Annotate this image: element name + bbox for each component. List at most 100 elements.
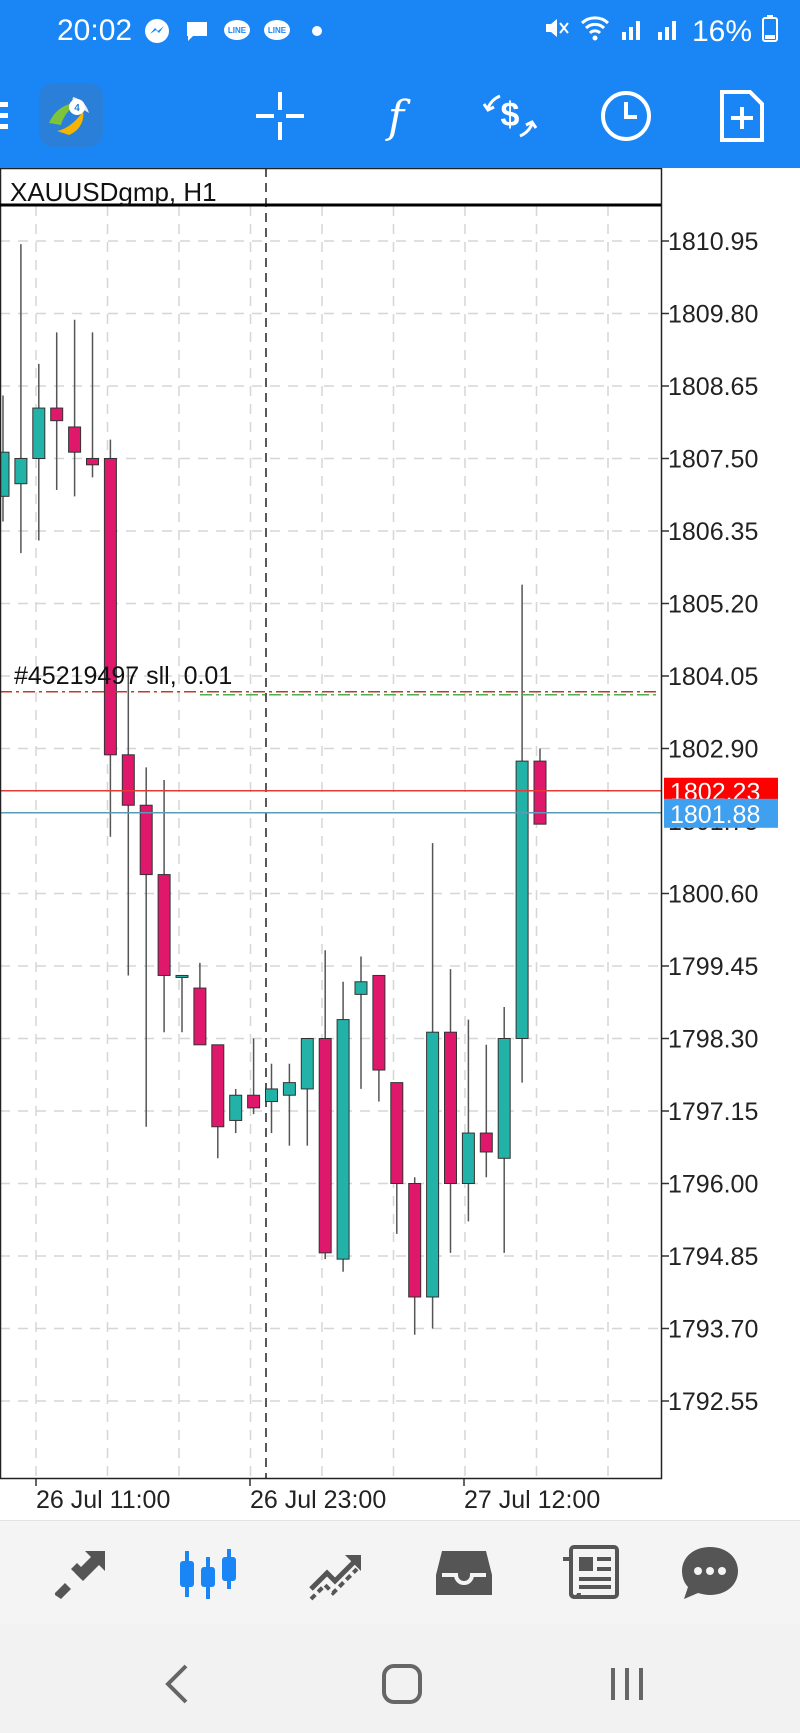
candle-bull xyxy=(497,1038,511,1159)
bottom-navigation xyxy=(0,1520,800,1625)
price-tick-label: 1799.45 xyxy=(668,953,758,981)
price-chart[interactable]: 1810.95 1809.80 1808.65 1807.50 1806.35 1805.… xyxy=(0,167,800,1520)
price-tick-label: 1793.70 xyxy=(668,1316,758,1344)
candle-bear xyxy=(408,1183,422,1298)
candle-bull xyxy=(265,1088,278,1103)
menu-icon[interactable] xyxy=(0,86,26,146)
candle-bull xyxy=(426,1031,440,1298)
price-tick-label: 1797.15 xyxy=(668,1098,758,1126)
candle-bear xyxy=(390,1082,404,1184)
toolbar: 4 f $ xyxy=(0,64,800,168)
messages-icon[interactable] xyxy=(674,1537,746,1609)
price-tick-label: 1796.00 xyxy=(668,1171,758,1199)
candle-bull xyxy=(461,1132,475,1185)
time-tick-label: 26 Jul 11:00 xyxy=(36,1486,170,1514)
candle-bear xyxy=(50,407,64,422)
chart-frame xyxy=(0,167,663,1480)
battery-percent: 16% xyxy=(691,15,752,48)
candle-bull xyxy=(354,981,368,995)
candle-bull xyxy=(32,407,46,459)
metatrader-logo[interactable]: 4 xyxy=(36,80,106,150)
candle-bear xyxy=(533,760,547,825)
candle-bear xyxy=(121,754,135,806)
notification-icons: LINE LINE xyxy=(142,16,332,46)
price-tick-label: 1807.50 xyxy=(668,446,758,474)
chart-icon[interactable] xyxy=(172,1537,244,1609)
time-tick-label: 26 Jul 23:00 xyxy=(250,1486,386,1514)
candle-bear xyxy=(211,1044,225,1128)
candle-bear xyxy=(68,426,82,453)
price-tick-label: 1805.20 xyxy=(668,591,758,619)
order-label: #45219497 sll, 0.01 xyxy=(14,662,232,690)
line-icon-2: LINE xyxy=(262,16,292,46)
price-lines xyxy=(0,691,661,814)
back-icon[interactable] xyxy=(148,1654,208,1714)
time-tick-label: 27 Jul 12:00 xyxy=(464,1486,600,1514)
candle-bull xyxy=(0,451,10,497)
price-tick-label: 1792.55 xyxy=(668,1388,758,1416)
candles xyxy=(0,244,547,1335)
price-tick-label: 1798.30 xyxy=(668,1026,758,1054)
candle-bear xyxy=(86,458,99,466)
candle-bear xyxy=(157,874,171,976)
price-tick-label: 1809.80 xyxy=(668,301,758,329)
candle-bear xyxy=(139,804,153,876)
candle-bear xyxy=(103,458,117,756)
signal-icon xyxy=(620,14,646,50)
svg-text:LINE: LINE xyxy=(228,26,247,35)
home-icon[interactable] xyxy=(372,1654,432,1714)
svg-text:LINE: LINE xyxy=(268,26,287,35)
candle-bull xyxy=(229,1094,243,1121)
price-axis: 1810.95 1809.80 1808.65 1807.50 1806.35 1805.… xyxy=(35,228,778,1514)
candle-bear xyxy=(193,987,207,1046)
status-right: 16% xyxy=(542,14,778,50)
candle-bear xyxy=(247,1094,261,1109)
price-tick-label: 1794.85 xyxy=(668,1243,758,1271)
candle-bear xyxy=(444,1031,457,1185)
crosshair-icon[interactable] xyxy=(250,86,310,146)
timeframe-icon[interactable] xyxy=(596,86,656,146)
wifi-icon xyxy=(580,14,610,50)
trade-nav-icon[interactable] xyxy=(301,1537,373,1609)
indicators-icon[interactable]: f xyxy=(366,86,426,146)
new-order-icon[interactable] xyxy=(712,86,772,146)
messenger-icon xyxy=(142,16,172,46)
chart-canvas[interactable]: 1810.95 1809.80 1808.65 1807.50 1806.35 1805.… xyxy=(0,167,800,1520)
price-tick-label: 1810.95 xyxy=(668,228,758,256)
price-tick-label: 1802.90 xyxy=(668,736,758,764)
news-icon[interactable] xyxy=(555,1537,627,1609)
signal-icon-2 xyxy=(656,14,682,50)
status-bar: 20:02 LINE LINE 16% xyxy=(0,0,800,64)
svg-text:f: f xyxy=(385,92,411,142)
candle-bear xyxy=(372,974,386,1071)
symbol-label: XAUUSDgmp, H1 xyxy=(10,177,217,207)
line-icon: LINE xyxy=(222,16,252,46)
more-dot-icon xyxy=(302,16,332,46)
price-tick-label: 1806.35 xyxy=(668,518,758,546)
svg-text:$: $ xyxy=(501,96,520,134)
candle-bear xyxy=(479,1132,493,1153)
mute-icon xyxy=(542,14,570,50)
candle-bull xyxy=(175,974,189,978)
recents-icon[interactable] xyxy=(597,1654,657,1714)
candle-bull xyxy=(336,1019,350,1260)
sms-icon xyxy=(182,16,212,46)
chart-grid xyxy=(0,168,661,1478)
bid-price-box xyxy=(664,798,778,828)
bid-price-label: 1801.88 xyxy=(670,801,760,829)
candle-bull xyxy=(515,760,529,1039)
system-navigation xyxy=(0,1624,800,1733)
trade-icon[interactable]: $ xyxy=(480,86,540,146)
candle-bull xyxy=(300,1038,314,1090)
svg-text:4: 4 xyxy=(74,103,80,114)
price-tick-label: 1804.05 xyxy=(668,663,758,691)
candle-bull xyxy=(282,1082,296,1096)
history-icon[interactable] xyxy=(428,1537,500,1609)
price-tick-label: 1808.65 xyxy=(668,373,758,401)
candle-bull xyxy=(14,458,28,485)
status-time: 20:02 xyxy=(57,14,133,47)
price-tick-label: 1800.60 xyxy=(668,881,758,909)
candle-bear xyxy=(318,1038,332,1254)
battery-icon xyxy=(762,14,778,50)
quotes-icon[interactable] xyxy=(45,1537,117,1609)
